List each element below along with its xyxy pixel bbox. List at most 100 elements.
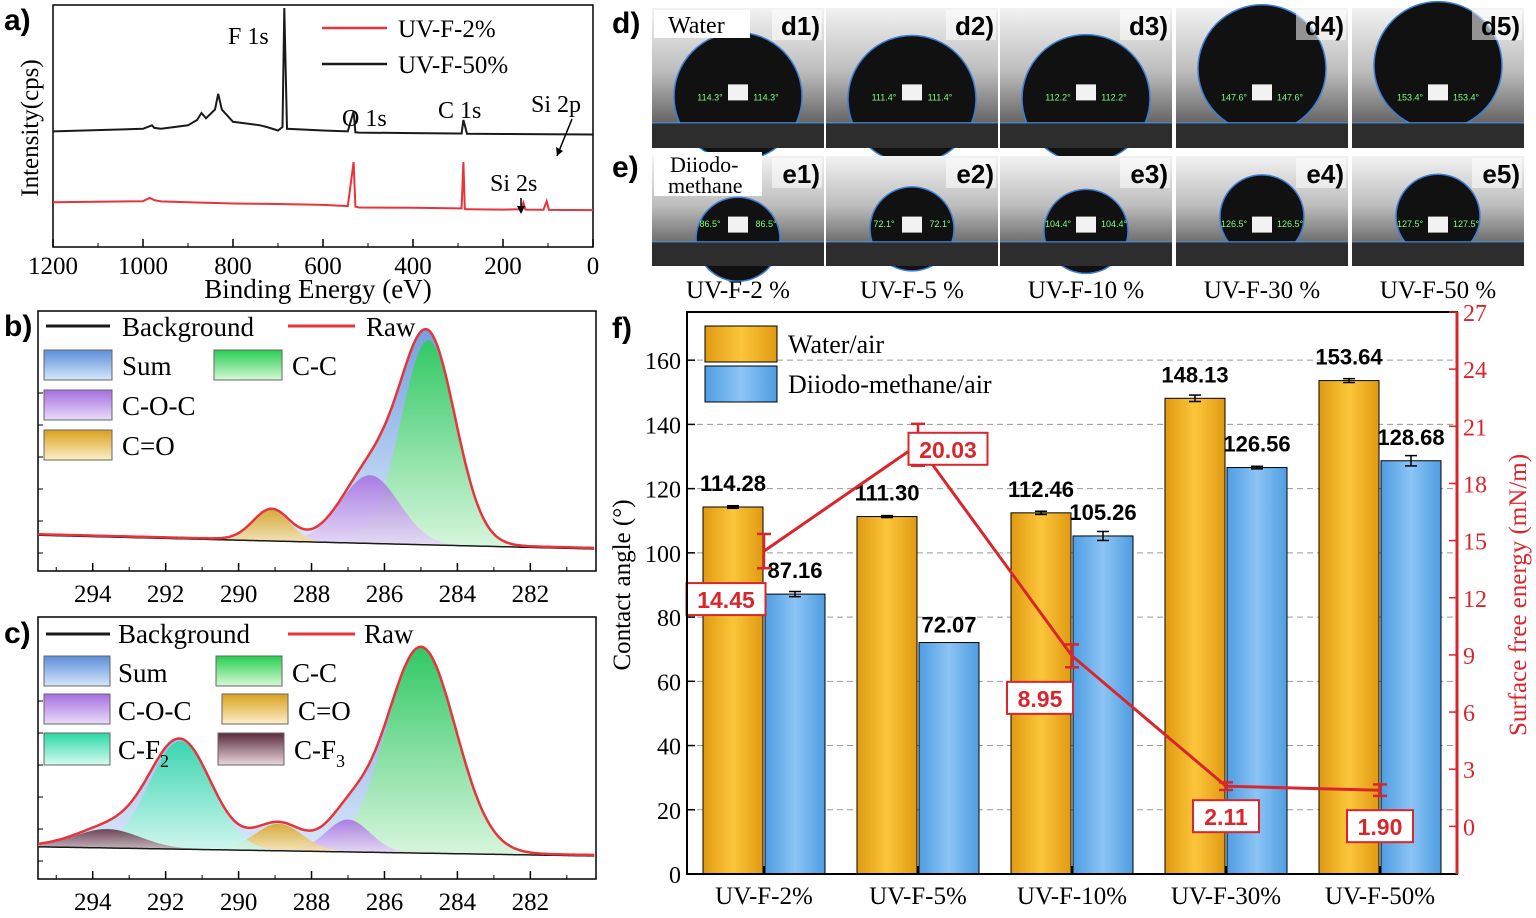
bar-value-label: 87.16: [767, 558, 822, 583]
line-value-box: [907, 431, 989, 466]
legend-c-cf2-swatch: [43, 732, 111, 766]
droplet-photo-d2: 111.4° 111.4° d2): [826, 8, 998, 165]
bar-diiodomethane: [918, 642, 980, 875]
photo-medium-diiodo-line1: Diiodo-: [670, 152, 738, 177]
legend-c-cf2: C-F2: [118, 735, 169, 771]
x-tick-label: 600: [304, 253, 342, 280]
panel-b-plot-area: [37, 327, 595, 550]
y-tick-label: 140: [645, 413, 681, 439]
bar-diiodomethane: [1072, 535, 1134, 875]
sample-label: UV-F-30 %: [1204, 277, 1320, 304]
legend-c-coc-swatch: [43, 693, 111, 725]
survey-trace-uv-f-50-: [52, 7, 594, 136]
photo-tag-d3: d3): [1129, 11, 1168, 41]
legend-f-water: Water/air: [788, 330, 884, 359]
y2-tick-label: 15: [1463, 530, 1487, 556]
x-tick-label: 292: [147, 581, 185, 608]
contact-angle-right: 153.4°: [1453, 92, 1480, 102]
annotation-c1s: C 1s: [438, 98, 481, 124]
x-tick-label: 200: [484, 253, 522, 280]
line-value-label: 20.03: [919, 437, 977, 463]
y2-tick-label: 3: [1463, 758, 1475, 784]
panel-d-label: d): [612, 7, 640, 40]
photo-sample-labels: UV-F-2 % UV-F-5 % UV-F-10 % UV-F-30 % UV-F-5…: [686, 277, 1496, 304]
photo-row-e: 86.5° 86.5° e1) 72.1° 72.1° e2) 104.4° 104.4° e3…: [652, 156, 1524, 282]
bar-value-label: 72.07: [921, 613, 976, 638]
x-tick-label: 286: [366, 889, 404, 916]
legend-c-raw: Raw: [364, 619, 414, 649]
bar-value-label: 111.30: [855, 481, 920, 506]
photo-tag-d4: d4): [1305, 11, 1344, 41]
y-tick-label: 40: [657, 735, 681, 761]
droplet-photo-d4: 147.6° 147.6° d4): [1176, 4, 1348, 148]
line-value-label: 14.45: [697, 587, 755, 613]
legend-c-cf3: C-F3: [294, 735, 345, 771]
droplet-photo-e5: 127.5° 127.5° e5): [1352, 156, 1524, 266]
panel-b-x-axis: 294 292 290 288 286 284 282: [38, 392, 568, 608]
contact-angle-left: 153.4°: [1397, 92, 1424, 102]
x-tick-label: 284: [439, 889, 477, 916]
peak-c-o-c: [38, 475, 595, 549]
survey-trace-uv-f-2-: [52, 161, 594, 212]
line-value-box: [1346, 809, 1414, 844]
panel-f-label: f): [612, 312, 632, 345]
x-category-label: UV-F-10%: [1017, 883, 1127, 910]
bar-value-label: 153.64: [1315, 345, 1383, 370]
contact-angle-right: 147.6°: [1277, 92, 1304, 102]
y2-tick-label: 18: [1463, 472, 1487, 498]
panel-b-label: b): [4, 310, 32, 343]
y-tick-label: 80: [657, 606, 681, 632]
x-tick-label: 288: [293, 581, 331, 608]
line-value-label: 2.11: [1204, 804, 1248, 830]
legend-b-cc: C-C: [292, 351, 337, 381]
x-tick-label: 290: [220, 581, 258, 608]
y-tick-label: 60: [657, 670, 681, 696]
photo-tag-e5: e5): [1482, 159, 1520, 189]
y-tick-label: 0: [669, 863, 681, 889]
legend-b-cc-swatch: [213, 349, 283, 381]
annotation-si2s: Si 2s: [490, 171, 537, 197]
bar-value-label: 112.46: [1008, 477, 1074, 502]
y2-tick-label: 24: [1463, 358, 1487, 384]
bar-water: [856, 516, 918, 875]
sample-label: UV-F-5 %: [860, 277, 964, 304]
annotation-f1s: F 1s: [228, 24, 269, 50]
contact-angle-left: 104.4°: [1045, 219, 1072, 229]
legend-b-sum: Sum: [122, 351, 172, 381]
contact-angle-right: 126.5°: [1277, 219, 1304, 229]
y2-tick-label: 9: [1463, 644, 1475, 670]
y2-tick-label: 21: [1463, 415, 1487, 441]
contact-angle-left: 86.5°: [699, 219, 721, 229]
droplet-photo-e4: 126.5° 126.5° e4): [1176, 156, 1348, 266]
photo-tag-d5: d5): [1481, 11, 1520, 41]
legend-b-background: Background: [122, 312, 254, 342]
x-tick-label: 800: [214, 253, 252, 280]
line-value-label: 8.95: [1018, 686, 1063, 712]
y-tick-label: 160: [645, 349, 681, 375]
legend-c-cf3-swatch: [217, 732, 285, 766]
y2-tick-label: 27: [1463, 301, 1487, 327]
photo-row-d: 114.3° 114.3°d1)111.4° 111.4°d2)112.2° 112.…: [652, 0, 1524, 165]
contact-angle-left: 112.2°: [1045, 92, 1071, 102]
sample-label: UV-F-50 %: [1380, 277, 1496, 304]
x-category-label: UV-F-5%: [869, 883, 967, 910]
line-value-label: 1.90: [1358, 814, 1403, 840]
peak-c-f3: [38, 829, 595, 856]
bar-value-label: 114.28: [700, 471, 766, 496]
panel-de-droplet-photos: d) e) 114.3° 114.3°d1)111.4° 111.4°d2)112.…: [612, 0, 1524, 304]
panel-e-label: e): [612, 151, 639, 184]
water-label-bg: [654, 10, 750, 38]
panel-c-c1s-uvf50: c) 294 292 290 288 286 284 282 Background Raw …: [4, 616, 597, 916]
legend-c-sum-swatch: [43, 655, 111, 687]
y2-tick-label: 6: [1463, 701, 1475, 727]
x-category-label: UV-F-30%: [1171, 883, 1281, 910]
legend-b-raw: Raw: [366, 312, 416, 342]
sample-label: UV-F-2 %: [686, 277, 790, 304]
contact-angle-right: 104.4°: [1101, 219, 1128, 229]
contact-angle-right: 86.5°: [755, 219, 777, 229]
y-tick-label: 120: [645, 478, 681, 504]
bar-water: [1164, 397, 1226, 875]
